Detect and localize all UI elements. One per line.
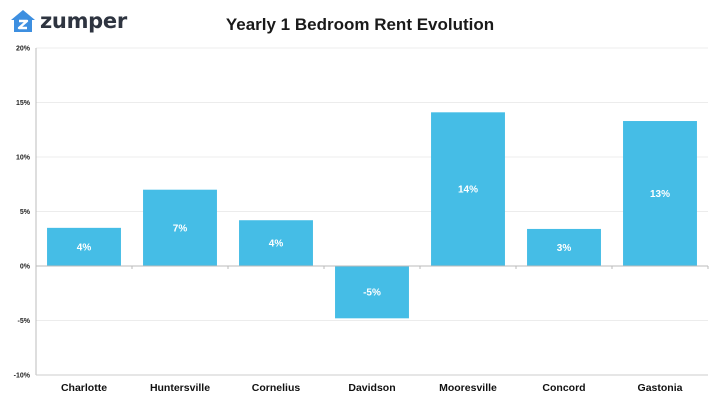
bar [623, 121, 697, 266]
y-tick-label: 0% [20, 264, 31, 271]
axes [35, 48, 709, 376]
gridlines [36, 47, 708, 376]
bar [239, 220, 313, 266]
bar [143, 189, 217, 266]
y-tick-label: 5% [20, 209, 31, 216]
house-icon [11, 10, 35, 32]
x-category-label: Concord [542, 382, 585, 394]
y-tick-label: 20% [16, 46, 31, 53]
y-tick-label: 10% [16, 155, 31, 162]
chart-title: Yearly 1 Bedroom Rent Evolution [225, 15, 495, 34]
x-category-label: Mooresville [439, 382, 497, 394]
data-label: 4% [77, 242, 92, 253]
y-tick-label: 15% [16, 100, 31, 107]
brand-logo: zumper [10, 9, 127, 33]
x-category-label: Davidson [348, 382, 395, 394]
bar [47, 227, 121, 266]
y-tick-label: -10% [14, 373, 31, 380]
data-label: 4% [269, 239, 284, 250]
x-category-label: Huntersville [150, 382, 210, 394]
bar [527, 228, 601, 266]
data-label: 13% [650, 189, 670, 200]
data-label: -5% [363, 288, 381, 299]
x-category-label: Charlotte [61, 382, 107, 394]
bar [335, 266, 409, 319]
x-category-label: Cornelius [252, 382, 301, 394]
bars [47, 112, 697, 319]
y-tick-label: -5% [18, 318, 31, 325]
data-label: 3% [557, 243, 572, 254]
brand-name: zumper [40, 9, 127, 33]
data-label: 14% [458, 185, 478, 196]
bar [431, 112, 505, 266]
labels: -10% -5% 0% 5% 10% 15% 20% 4% Charlotte 7% Hunters… [14, 46, 683, 395]
data-label: 7% [173, 223, 188, 234]
x-category-label: Gastonia [638, 382, 683, 394]
